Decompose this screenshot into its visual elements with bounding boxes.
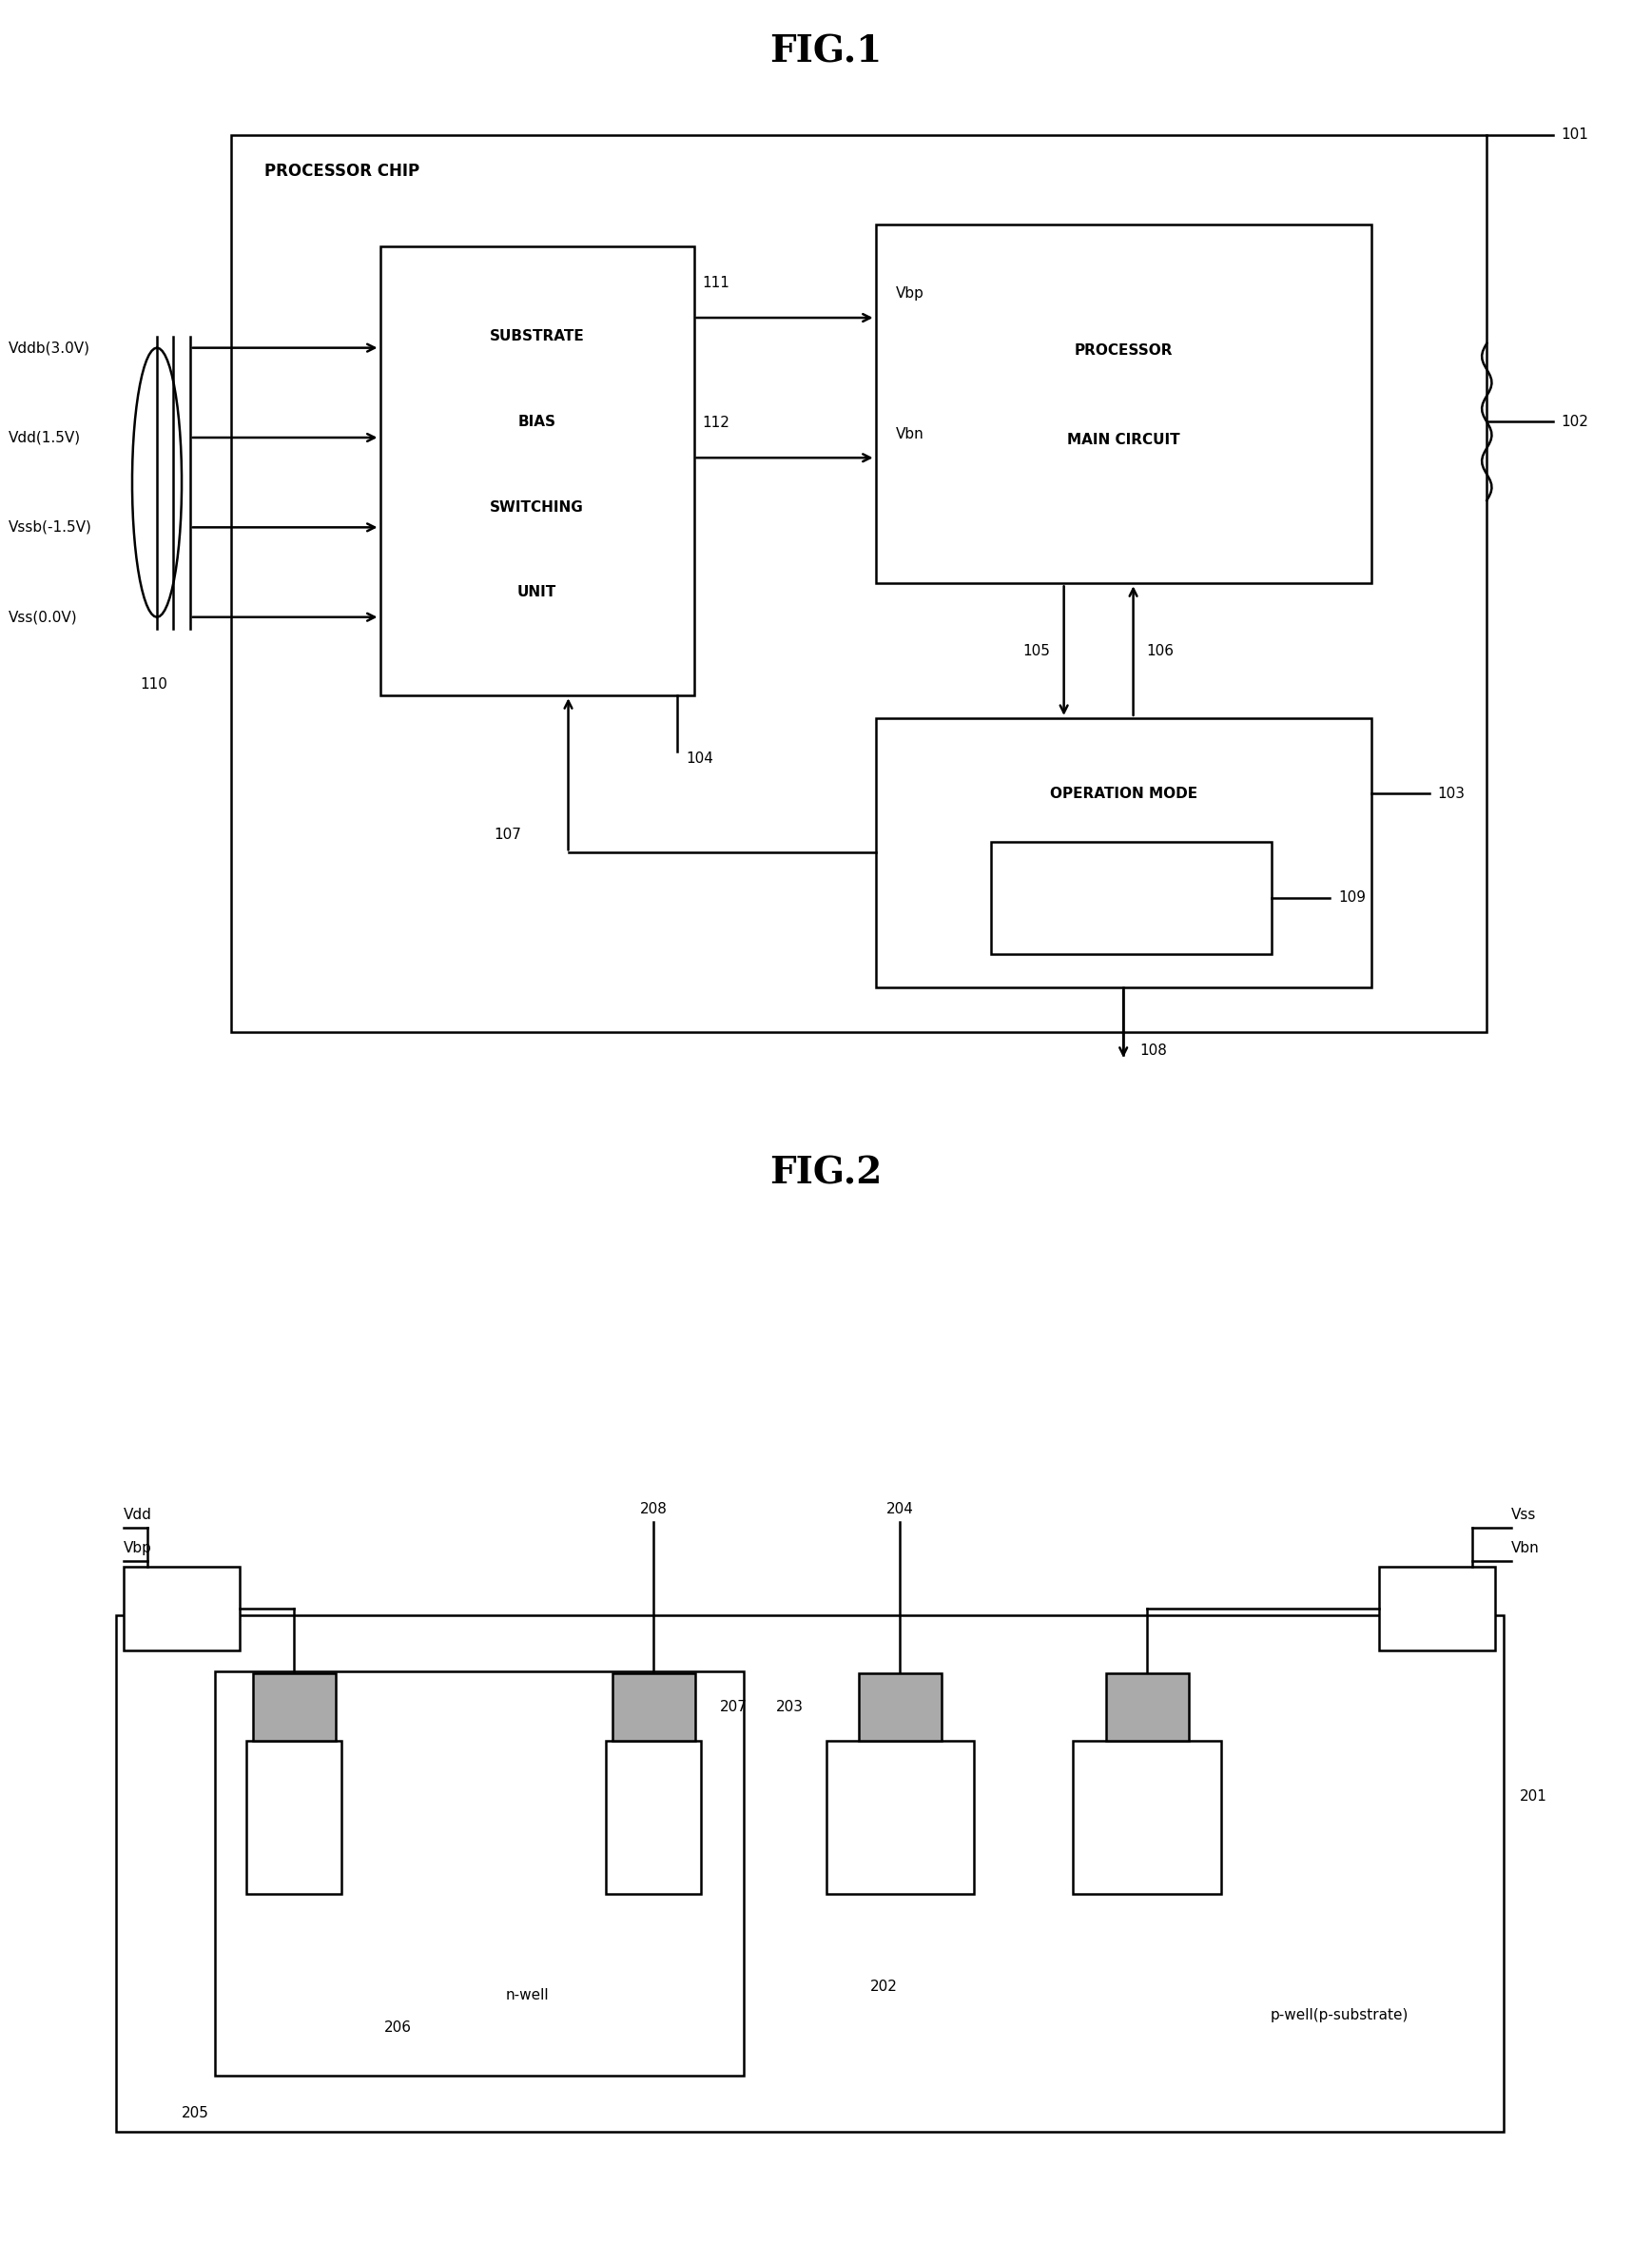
Text: Vbn: Vbn [895, 426, 923, 440]
Text: 105: 105 [1023, 644, 1051, 657]
Text: 206: 206 [383, 2020, 411, 2035]
Bar [116, 1616, 1503, 2132]
Bar [124, 1566, 240, 1652]
Text: 108: 108 [1140, 1043, 1168, 1057]
Text: 107: 107 [494, 828, 522, 842]
Text: 112: 112 [702, 415, 730, 431]
Text: 109: 109 [1338, 891, 1366, 904]
Text: SUBSTRATE: SUBSTRATE [489, 330, 585, 343]
Text: 104: 104 [686, 752, 714, 765]
Text: Vbn: Vbn [1512, 1542, 1540, 1555]
Text: 208: 208 [639, 1501, 667, 1517]
Text: Vssb(-1.5V): Vssb(-1.5V) [8, 521, 93, 534]
Text: p+: p+ [644, 1811, 664, 1824]
Text: MAIN CIRCUIT: MAIN CIRCUIT [1067, 433, 1180, 447]
Text: OPERATION MODE: OPERATION MODE [1049, 785, 1198, 801]
Bar [215, 1672, 743, 2076]
Bar [991, 842, 1272, 954]
Text: p+: p+ [284, 1811, 304, 1824]
Text: 111: 111 [702, 276, 730, 289]
Text: BIAS: BIAS [517, 415, 557, 429]
Text: 110: 110 [140, 678, 169, 691]
Bar [606, 1741, 700, 1894]
Bar [876, 224, 1371, 583]
Bar [1105, 1674, 1188, 1741]
Bar [253, 1674, 335, 1741]
Text: p-well(p-substrate): p-well(p-substrate) [1270, 2008, 1409, 2022]
Bar [859, 1674, 942, 1741]
Bar [826, 1741, 975, 1894]
Text: Vbp: Vbp [124, 1542, 152, 1555]
Bar [231, 135, 1487, 1032]
Text: FIG.2: FIG.2 [770, 1156, 882, 1192]
Bar [246, 1741, 342, 1894]
Text: Vbp: Vbp [895, 287, 923, 301]
Text: 204: 204 [885, 1501, 914, 1517]
Bar [380, 247, 694, 696]
Text: 203: 203 [776, 1699, 803, 1714]
Text: 101: 101 [1561, 128, 1589, 141]
Text: Vss: Vss [1512, 1508, 1536, 1521]
Text: Vdd: Vdd [124, 1508, 152, 1521]
Text: PROCESSOR CHIP: PROCESSOR CHIP [264, 164, 420, 180]
Text: n+: n+ [1138, 1811, 1156, 1824]
Text: 202: 202 [871, 1979, 899, 1995]
Bar [1074, 1741, 1221, 1894]
Text: Vddb(3.0V): Vddb(3.0V) [8, 341, 91, 355]
Text: CONTROL UNIT: CONTROL UNIT [1062, 846, 1184, 859]
Text: n-well: n-well [506, 1988, 548, 2002]
Text: 106: 106 [1146, 644, 1175, 657]
Text: UNIT: UNIT [517, 586, 557, 599]
Bar [613, 1674, 695, 1741]
Text: 207: 207 [720, 1699, 747, 1714]
Text: TIMER: TIMER [1107, 891, 1156, 904]
Text: 209: 209 [169, 1602, 195, 1616]
Text: FIG.1: FIG.1 [770, 34, 882, 70]
Text: 103: 103 [1437, 785, 1465, 801]
Bar [1379, 1566, 1495, 1652]
Text: 205: 205 [182, 2107, 210, 2121]
Text: 201: 201 [1520, 1788, 1548, 1804]
Text: Vdd(1.5V): Vdd(1.5V) [8, 431, 81, 444]
Text: PROCESSOR: PROCESSOR [1074, 343, 1173, 357]
Text: SWITCHING: SWITCHING [491, 500, 583, 514]
Bar [876, 718, 1371, 987]
Text: 102: 102 [1561, 415, 1589, 429]
Text: 210: 210 [1424, 1602, 1450, 1616]
Text: n+: n+ [890, 1811, 910, 1824]
Text: Vss(0.0V): Vss(0.0V) [8, 610, 78, 624]
